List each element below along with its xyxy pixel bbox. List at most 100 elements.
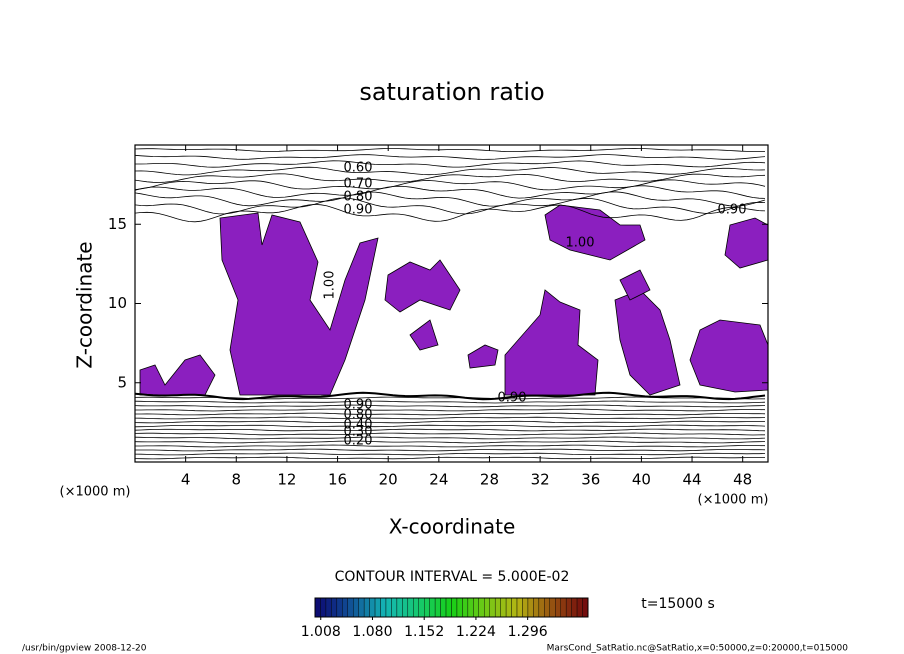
contour-line bbox=[134, 179, 766, 191]
colorbar-cell bbox=[353, 597, 359, 618]
colorbar-tick-label: 1.152 bbox=[404, 624, 444, 640]
colorbar-cell bbox=[424, 597, 430, 618]
contour-label: 0.80 bbox=[344, 408, 373, 423]
colorbar-tick-label: 1.080 bbox=[352, 624, 392, 640]
contour-label: 0.60 bbox=[344, 161, 373, 176]
contour-line bbox=[134, 404, 766, 408]
contour-label: 1.00 bbox=[566, 236, 595, 251]
contour-line bbox=[134, 416, 766, 420]
colorbar-cell bbox=[325, 597, 332, 618]
contour-line bbox=[134, 396, 766, 400]
colorbar-cell bbox=[374, 597, 381, 618]
colorbar-cell bbox=[347, 597, 354, 618]
contour-line bbox=[134, 185, 766, 199]
filled-region bbox=[619, 269, 651, 301]
contour-label: 0.90 bbox=[498, 391, 527, 406]
contour-line bbox=[134, 456, 765, 460]
y-tick-label: 15 bbox=[108, 215, 127, 233]
colorbar-cell bbox=[396, 597, 403, 618]
colorbar-cell bbox=[467, 597, 474, 618]
colorbar-cell bbox=[560, 597, 567, 618]
colorbar-cell bbox=[358, 597, 365, 618]
filled-region bbox=[467, 344, 499, 369]
contour-line bbox=[134, 440, 766, 444]
contour-line bbox=[135, 408, 766, 412]
contour-line bbox=[134, 424, 766, 428]
x-unit-right: (×1000 m) bbox=[698, 493, 769, 508]
time-label: t=15000 s bbox=[641, 596, 715, 612]
contour-line bbox=[134, 436, 766, 440]
contour-line bbox=[134, 428, 766, 432]
colorbar-cell bbox=[429, 597, 436, 618]
contour-label: 0.40 bbox=[344, 418, 373, 433]
colorbar-cell bbox=[494, 597, 501, 618]
contour-label: 0.30 bbox=[344, 425, 373, 440]
colorbar-cell bbox=[331, 597, 338, 618]
contour-line bbox=[134, 154, 766, 160]
colorbar-cell bbox=[385, 597, 392, 618]
colorbar-cell bbox=[571, 597, 578, 618]
contour-label: 0.90 bbox=[718, 203, 747, 218]
x-tick-label: 32 bbox=[531, 471, 550, 489]
footer-left: /usr/bin/gpview 2008-12-20 bbox=[22, 644, 147, 654]
colorbar-cell bbox=[451, 597, 458, 618]
contour-line bbox=[134, 400, 766, 404]
contour-line bbox=[134, 452, 766, 456]
colorbar-cell bbox=[478, 597, 485, 618]
y-tick-label: 10 bbox=[108, 294, 127, 312]
x-tick-label: 16 bbox=[328, 471, 347, 489]
colorbar-cell bbox=[484, 597, 490, 618]
contour-line bbox=[135, 444, 766, 448]
contour-line bbox=[134, 191, 766, 207]
colorbar-cell bbox=[320, 597, 327, 618]
colorbar-cell bbox=[434, 597, 441, 618]
colorbar-cell bbox=[391, 597, 398, 618]
colorbar-tick-label: 1.008 bbox=[301, 624, 341, 640]
contour-line bbox=[134, 197, 766, 215]
contour-line bbox=[134, 166, 766, 176]
colorbar-cell bbox=[555, 597, 561, 618]
colorbar-cell bbox=[522, 597, 529, 618]
x-tick-label: 12 bbox=[277, 471, 296, 489]
colorbar-cell bbox=[505, 597, 512, 618]
colorbar-cell bbox=[489, 597, 496, 618]
contour-line bbox=[135, 448, 766, 452]
colorbar-tick-label: 1.224 bbox=[456, 624, 496, 640]
contour-label: 0.80 bbox=[344, 190, 373, 205]
colorbar-cell bbox=[511, 597, 518, 618]
colorbar-cell bbox=[440, 597, 447, 618]
colorbar-cell bbox=[473, 597, 479, 618]
filled-region bbox=[504, 289, 599, 396]
x-tick-label: 28 bbox=[480, 471, 499, 489]
colorbar-cell bbox=[516, 597, 523, 618]
contour-label: 0.90 bbox=[344, 203, 373, 218]
filled-region bbox=[724, 217, 769, 269]
colorbar-tick-label: 1.296 bbox=[508, 624, 548, 640]
colorbar-cell bbox=[549, 597, 556, 618]
filled-region bbox=[689, 319, 769, 393]
filled-region bbox=[614, 289, 681, 396]
x-tick-label: 40 bbox=[632, 471, 651, 489]
contour-label: 0.20 bbox=[344, 434, 373, 449]
colorbar-cell bbox=[565, 597, 572, 618]
contour-interval: CONTOUR INTERVAL = 5.000E-02 bbox=[335, 569, 570, 585]
colorbar-cell bbox=[576, 597, 583, 618]
colorbar-cell bbox=[538, 597, 545, 618]
colorbar-cell bbox=[314, 597, 321, 618]
contour-line bbox=[134, 203, 766, 223]
contour-line bbox=[135, 160, 766, 168]
x-tick-label: 24 bbox=[429, 471, 448, 489]
colorbar-cell bbox=[402, 597, 409, 618]
x-tick-label: 48 bbox=[733, 471, 752, 489]
colorbar-cell bbox=[418, 597, 425, 618]
colorbar-cell bbox=[369, 597, 376, 618]
filled-region bbox=[544, 204, 646, 261]
colorbar-cell bbox=[445, 597, 452, 618]
contour-label: 0.70 bbox=[344, 177, 373, 192]
x-unit-left: (×1000 m) bbox=[60, 485, 131, 500]
contour-line bbox=[135, 412, 766, 416]
contour-line bbox=[134, 173, 766, 183]
contour-label: 0.90 bbox=[344, 398, 373, 413]
colorbar-cell bbox=[533, 597, 540, 618]
